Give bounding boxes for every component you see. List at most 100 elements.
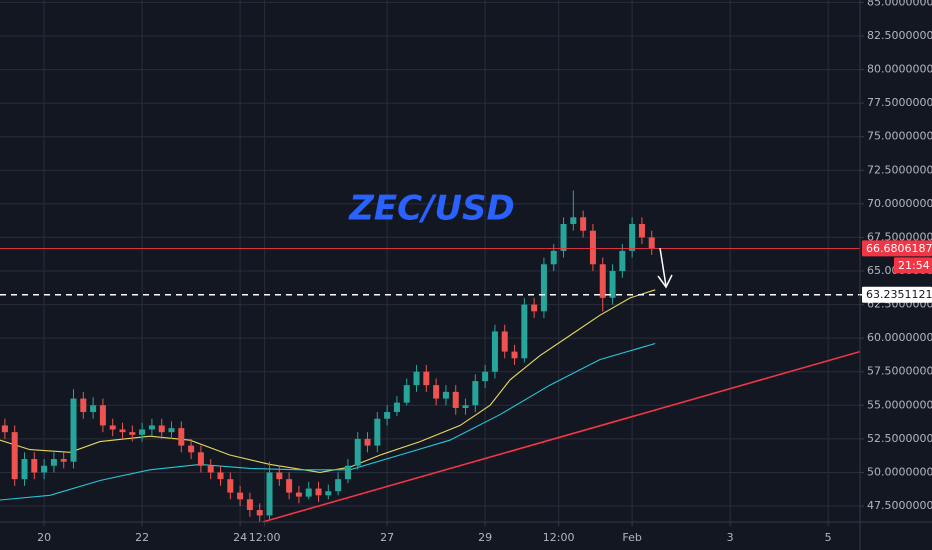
candle-body bbox=[423, 371, 430, 386]
candle-body bbox=[207, 465, 214, 473]
candle-body bbox=[70, 398, 77, 462]
candle-body bbox=[50, 459, 57, 466]
candle-body bbox=[501, 331, 508, 352]
grid bbox=[0, 0, 860, 522]
candle-body bbox=[1, 425, 8, 433]
candle-body bbox=[442, 391, 449, 399]
candle-body bbox=[266, 472, 273, 516]
y-tick-label: 77.50000000 bbox=[867, 96, 932, 109]
plot-area bbox=[0, 190, 860, 522]
candle-body bbox=[217, 472, 224, 480]
candle-body bbox=[531, 304, 538, 312]
candle-body bbox=[433, 385, 440, 399]
x-tick-label: 22 bbox=[135, 531, 149, 544]
candle-body bbox=[472, 381, 479, 406]
candle-body bbox=[315, 488, 322, 496]
candle-body bbox=[344, 465, 351, 480]
candle-body bbox=[550, 250, 557, 265]
candle-body bbox=[178, 428, 185, 446]
price-label: 63.23511214 bbox=[866, 288, 932, 301]
arrow bbox=[657, 247, 673, 289]
candle-body bbox=[403, 385, 410, 403]
x-tick-label: 29 bbox=[478, 531, 492, 544]
x-tick-label: 12:00 bbox=[249, 531, 281, 544]
chart-title: ZEC/USD bbox=[348, 189, 515, 229]
candle-body bbox=[589, 230, 596, 265]
candle-body bbox=[384, 412, 391, 419]
countdown-label: 21:54 bbox=[898, 259, 930, 272]
line-series bbox=[0, 342, 656, 501]
y-tick-label: 72.50000000 bbox=[867, 163, 932, 176]
candle-body bbox=[580, 217, 587, 231]
price-label-box bbox=[862, 286, 932, 303]
candle-body bbox=[256, 510, 263, 516]
y-tick-label: 70.00000000 bbox=[867, 197, 932, 210]
candle-body bbox=[364, 438, 371, 446]
candle-body bbox=[99, 405, 106, 426]
candle-body bbox=[570, 217, 577, 225]
candle-body bbox=[237, 492, 244, 500]
price-label-box bbox=[862, 240, 932, 257]
axes: 47.50000000 50.00000000 52.50000000 55.0000… bbox=[37, 0, 932, 544]
countdown-box bbox=[894, 257, 932, 274]
candle-body bbox=[129, 432, 136, 435]
candle-body bbox=[521, 304, 528, 359]
candle-body bbox=[60, 459, 67, 462]
candle-body bbox=[139, 429, 146, 435]
candle-body bbox=[148, 425, 155, 430]
candle-body bbox=[246, 499, 253, 511]
candle-body bbox=[295, 492, 302, 497]
candle-body bbox=[629, 224, 636, 251]
candle-body bbox=[638, 224, 645, 238]
line-series bbox=[0, 289, 656, 473]
x-tick-label: 24 bbox=[233, 531, 247, 544]
candle-body bbox=[619, 250, 626, 272]
candle-body bbox=[354, 438, 361, 466]
candle-body bbox=[109, 425, 116, 430]
candle-body bbox=[41, 465, 48, 473]
candle-body bbox=[462, 405, 469, 408]
candle-body bbox=[21, 459, 28, 480]
candle-body bbox=[511, 351, 518, 359]
candle-body bbox=[413, 371, 420, 386]
candle-body bbox=[276, 472, 283, 480]
x-tick-label: 20 bbox=[37, 531, 51, 544]
candle-body bbox=[335, 479, 342, 492]
x-tick-label: Feb bbox=[622, 531, 641, 544]
candle-body bbox=[491, 331, 498, 372]
candle-body bbox=[31, 459, 38, 473]
candle-body bbox=[540, 264, 547, 312]
x-tick-label: 27 bbox=[380, 531, 394, 544]
candle-body bbox=[393, 402, 400, 413]
y-tick-label: 47.50000000 bbox=[867, 499, 932, 512]
y-tick-label: 55.00000000 bbox=[867, 398, 932, 411]
candle-body bbox=[452, 391, 459, 408]
candle-body bbox=[648, 237, 655, 249]
candle-body bbox=[188, 445, 195, 453]
candle-body bbox=[90, 405, 97, 413]
candle-body bbox=[197, 452, 204, 466]
candle-body bbox=[158, 425, 165, 433]
x-tick-label: 5 bbox=[825, 531, 832, 544]
candle-body bbox=[80, 398, 87, 413]
y-tick-label: 82.50000000 bbox=[867, 29, 932, 42]
candle-body bbox=[305, 488, 312, 497]
y-tick-label: 60.00000000 bbox=[867, 331, 932, 344]
candle-body bbox=[482, 371, 489, 382]
x-tick-label: 12:00 bbox=[543, 531, 575, 544]
candle-body bbox=[227, 479, 234, 493]
candle-body bbox=[609, 271, 616, 298]
candle-body bbox=[168, 428, 175, 433]
y-tick-label: 50.00000000 bbox=[867, 465, 932, 478]
y-tick-label: 52.50000000 bbox=[867, 432, 932, 445]
y-tick-label: 57.50000000 bbox=[867, 365, 932, 378]
candle-body bbox=[325, 491, 332, 496]
price-label: 66.68061875 bbox=[866, 242, 932, 255]
y-tick-label: 75.00000000 bbox=[867, 130, 932, 143]
candle-body bbox=[599, 264, 606, 298]
candle-body bbox=[286, 479, 293, 493]
y-tick-label: 85.00000000 bbox=[867, 0, 932, 8]
x-tick-label: 3 bbox=[727, 531, 734, 544]
